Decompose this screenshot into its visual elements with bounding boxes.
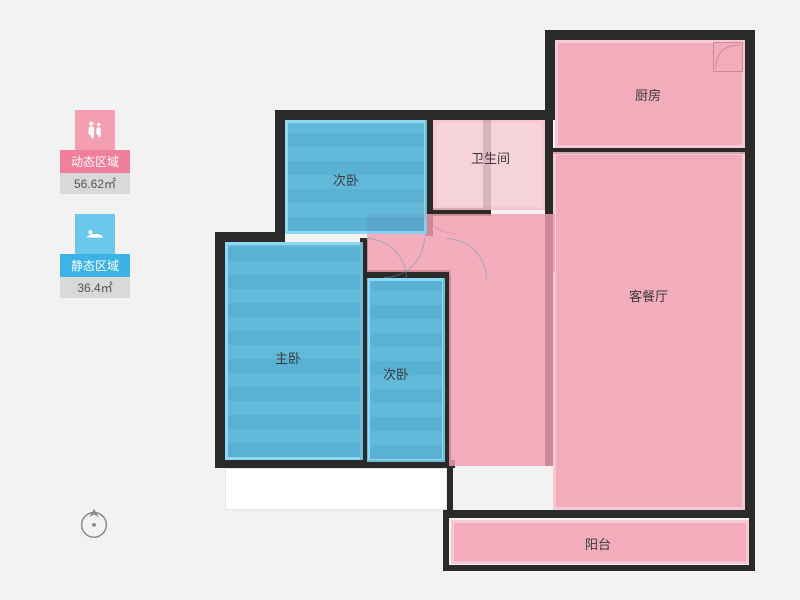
legend-dynamic: 动态区域 56.62㎡ [60, 110, 130, 194]
people-icon [75, 110, 115, 150]
label-bed2b: 次卧 [383, 364, 409, 383]
legend-static: 静态区域 36.4㎡ [60, 214, 130, 298]
label-balcony: 阳台 [585, 534, 611, 553]
floor-plan: 厨房 卫生间 次卧 主卧 次卧 客餐厅 阳台 [215, 30, 755, 570]
legend-dynamic-value: 56.62㎡ [60, 173, 130, 194]
label-bed2a: 次卧 [333, 170, 359, 189]
legend-panel: 动态区域 56.62㎡ 静态区域 36.4㎡ [60, 110, 130, 318]
label-master: 主卧 [275, 348, 301, 367]
legend-static-label: 静态区域 [60, 254, 130, 277]
legend-dynamic-label: 动态区域 [60, 150, 130, 173]
label-kitchen: 厨房 [635, 85, 661, 104]
zone-corridor-2 [449, 272, 553, 466]
sleep-icon [75, 214, 115, 254]
label-living: 客餐厅 [629, 286, 668, 305]
label-bathroom: 卫生间 [471, 148, 510, 167]
zone-living [553, 152, 745, 510]
legend-static-value: 36.4㎡ [60, 277, 130, 298]
compass-icon [75, 503, 113, 541]
